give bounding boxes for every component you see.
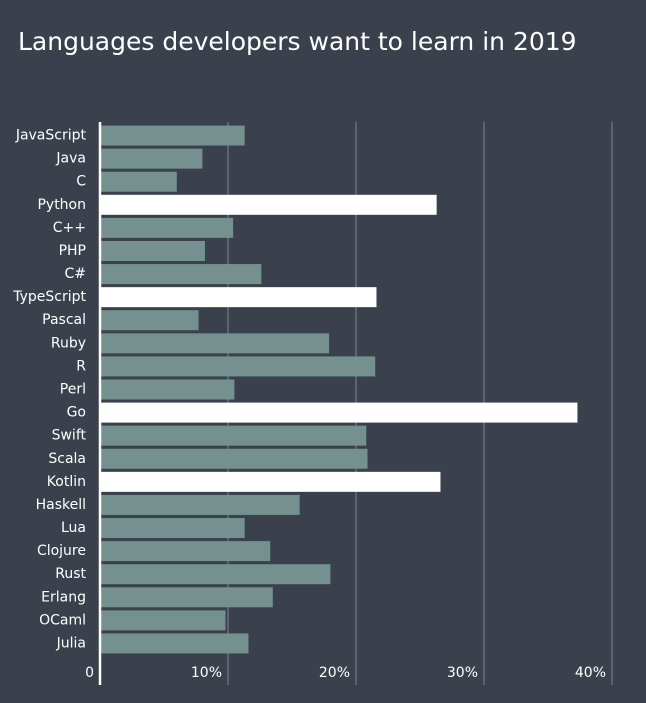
x-tick-label: 0 (85, 665, 94, 681)
bar (100, 148, 203, 169)
y-tick-label: PHP (59, 243, 86, 259)
bar (100, 448, 368, 469)
y-tick-label: Swift (52, 428, 87, 444)
bar (100, 217, 234, 238)
y-tick-label: Python (37, 197, 86, 213)
y-tick-label: Pascal (42, 312, 86, 328)
bar (100, 494, 300, 515)
bar (100, 564, 331, 585)
y-tick-label: Erlang (41, 589, 86, 605)
bar (100, 518, 245, 539)
x-tick-label: 40% (575, 665, 606, 681)
x-tick-label: 30% (447, 665, 478, 681)
y-tick-label: Lua (61, 520, 86, 536)
y-tick-label: Ruby (51, 335, 86, 351)
y-tick-label: R (76, 358, 86, 374)
bar (100, 587, 273, 608)
x-tick-label: 20% (319, 665, 350, 681)
y-tick-label: Clojure (37, 543, 86, 559)
bar (100, 194, 437, 215)
bar (100, 541, 271, 562)
y-tick-label: Scala (48, 451, 86, 467)
bar (100, 610, 226, 631)
bar (100, 633, 249, 654)
bar (100, 287, 377, 308)
y-tick-label: Perl (60, 382, 86, 398)
y-tick-label: Java (55, 151, 86, 167)
y-tick-label: Rust (55, 566, 86, 582)
y-tick-label: JavaScript (15, 128, 87, 144)
bar (100, 379, 235, 400)
y-tick-label: C++ (53, 220, 86, 236)
y-tick-label: C (76, 174, 86, 190)
bar (100, 356, 376, 377)
y-tick-label: TypeScript (12, 289, 86, 305)
chart-title: Languages developers want to learn in 20… (18, 27, 577, 56)
bar (100, 240, 205, 261)
bar (100, 402, 578, 423)
bar (100, 333, 330, 354)
bar (100, 264, 262, 285)
y-tick-label: Kotlin (47, 474, 86, 490)
y-tick-label: Julia (56, 635, 86, 651)
y-tick-label: C# (64, 266, 86, 282)
x-tick-label: 10% (191, 665, 222, 681)
bar (100, 471, 441, 492)
bar (100, 125, 245, 146)
y-tick-label: Haskell (36, 497, 86, 513)
bar (100, 310, 199, 331)
bar (100, 425, 367, 446)
bar (100, 171, 177, 192)
y-tick-label: OCaml (39, 612, 86, 628)
y-tick-label: Go (67, 405, 86, 421)
